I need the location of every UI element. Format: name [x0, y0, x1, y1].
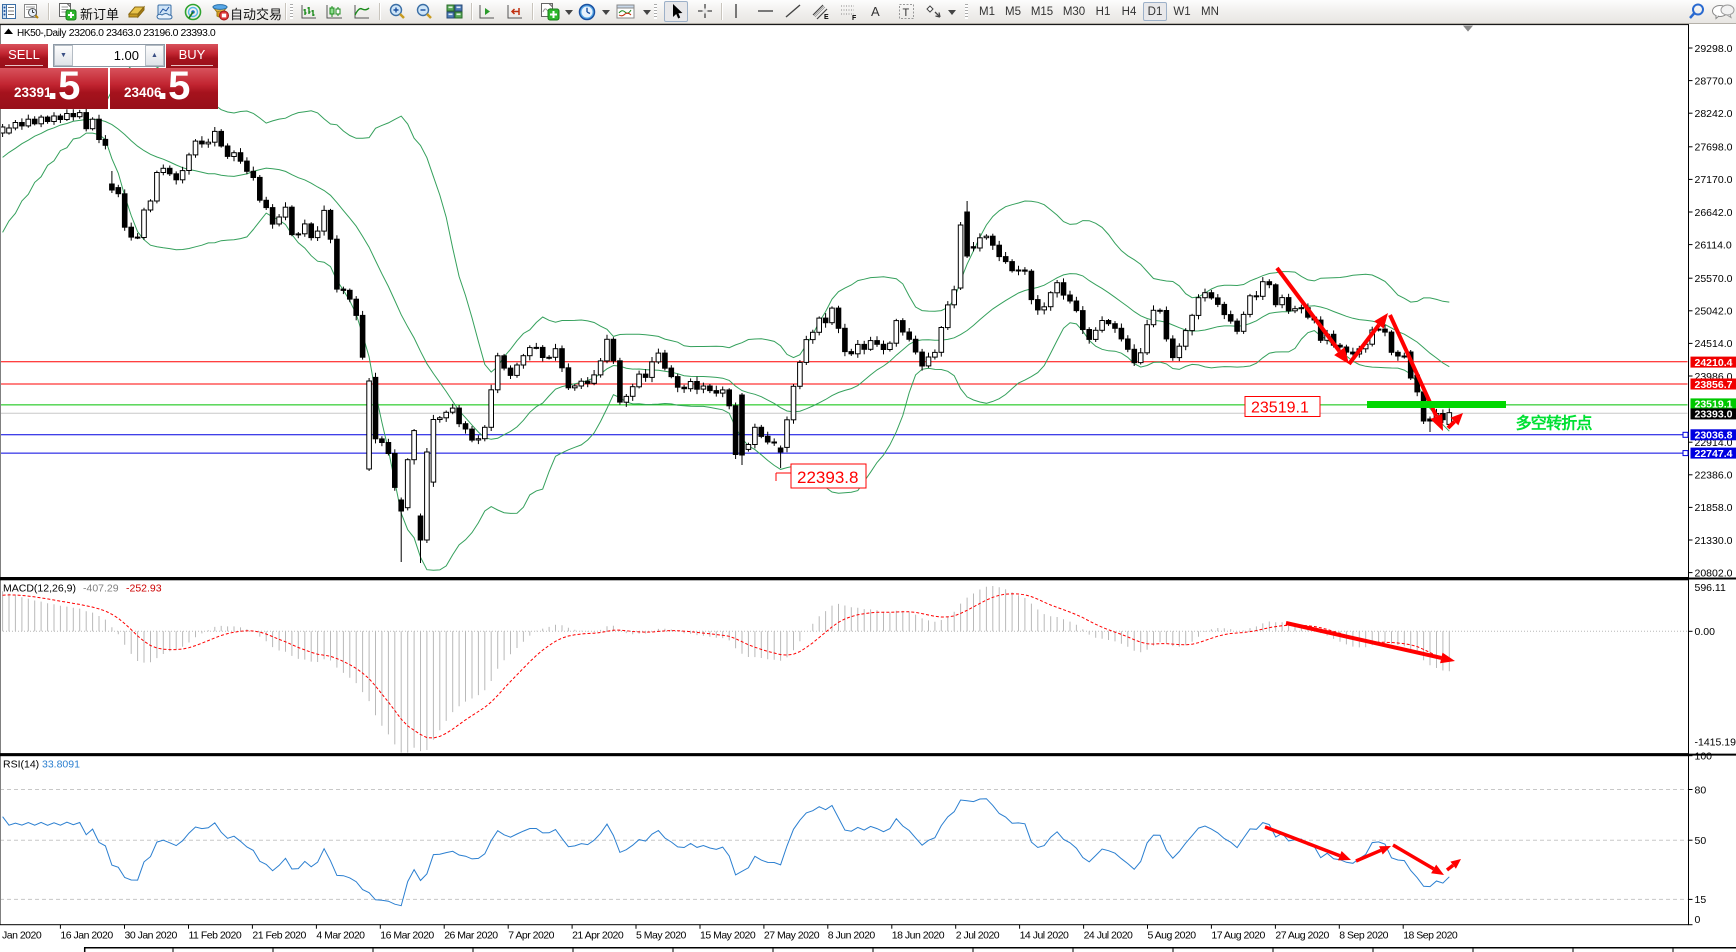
svg-text:23519.1: 23519.1 — [1695, 399, 1733, 411]
svg-text:-1415.19: -1415.19 — [1695, 737, 1736, 749]
svg-text:26114.0: 26114.0 — [1695, 239, 1732, 251]
svg-text:RSI(14): RSI(14) — [3, 759, 39, 771]
svg-text:18 Jun 2020: 18 Jun 2020 — [892, 930, 945, 942]
svg-text:-407.29: -407.29 — [83, 583, 119, 595]
svg-text:多空转折点: 多空转折点 — [1516, 414, 1593, 433]
svg-text:F: F — [852, 15, 857, 21]
svg-text:15: 15 — [1695, 894, 1707, 906]
svg-text:26 Mar 2020: 26 Mar 2020 — [444, 930, 498, 942]
svg-text:23036.8: 23036.8 — [1695, 430, 1733, 442]
svg-text:26642.0: 26642.0 — [1695, 207, 1733, 219]
svg-text:27 Aug 2020: 27 Aug 2020 — [1275, 930, 1329, 942]
svg-text:8 Jun 2020: 8 Jun 2020 — [828, 930, 876, 942]
svg-text:100: 100 — [1695, 751, 1713, 763]
svg-text:28242.0: 28242.0 — [1695, 108, 1733, 120]
svg-text:23206.0 23463.0 23196.0 23393.: 23206.0 23463.0 23196.0 23393.0 — [69, 27, 216, 39]
svg-text:28770.0: 28770.0 — [1695, 75, 1733, 87]
svg-text:23393.0: 23393.0 — [1695, 409, 1733, 421]
svg-text:A: A — [871, 4, 880, 19]
svg-text:30 Jan 2020: 30 Jan 2020 — [125, 930, 178, 942]
svg-text:MACD(12,26,9): MACD(12,26,9) — [3, 583, 76, 595]
svg-text:14 Jul 2020: 14 Jul 2020 — [1020, 930, 1069, 942]
svg-text:33.8091: 33.8091 — [42, 759, 80, 771]
svg-text:0: 0 — [1695, 914, 1701, 926]
svg-text:4 Mar 2020: 4 Mar 2020 — [316, 930, 365, 942]
svg-text:22386.0: 22386.0 — [1695, 470, 1733, 482]
svg-text:T: T — [903, 7, 910, 19]
svg-text:23856.7: 23856.7 — [1695, 379, 1733, 391]
svg-text:16 Jan 2020: 16 Jan 2020 — [60, 930, 113, 942]
svg-text:Jan 2020: Jan 2020 — [2, 930, 42, 942]
svg-text:18 Sep 2020: 18 Sep 2020 — [1403, 930, 1458, 942]
svg-text:15 May 2020: 15 May 2020 — [700, 930, 756, 942]
svg-text:5 May 2020: 5 May 2020 — [636, 930, 687, 942]
svg-text:0.00: 0.00 — [1695, 626, 1716, 638]
svg-text:22393.8: 22393.8 — [797, 468, 858, 487]
svg-text:27 May 2020: 27 May 2020 — [764, 930, 820, 942]
svg-text:27170.0: 27170.0 — [1695, 174, 1733, 186]
svg-text:-252.93: -252.93 — [126, 583, 162, 595]
svg-text:29298.0: 29298.0 — [1695, 43, 1733, 55]
svg-text:596.11: 596.11 — [1695, 582, 1726, 594]
svg-text:E: E — [824, 14, 829, 21]
svg-text:25042.0: 25042.0 — [1695, 306, 1733, 318]
svg-text:8 Sep 2020: 8 Sep 2020 — [1339, 930, 1388, 942]
svg-text:50: 50 — [1695, 835, 1707, 847]
svg-text:21330.0: 21330.0 — [1695, 535, 1733, 547]
svg-text:24 Jul 2020: 24 Jul 2020 — [1084, 930, 1133, 942]
svg-text:16 Mar 2020: 16 Mar 2020 — [380, 930, 434, 942]
svg-text:21858.0: 21858.0 — [1695, 502, 1733, 514]
svg-text:11 Feb 2020: 11 Feb 2020 — [189, 930, 242, 942]
svg-text:21 Apr 2020: 21 Apr 2020 — [572, 930, 624, 942]
svg-text:5 Aug 2020: 5 Aug 2020 — [1148, 930, 1197, 942]
svg-text:80: 80 — [1695, 784, 1707, 796]
svg-text:7 Apr 2020: 7 Apr 2020 — [508, 930, 554, 942]
svg-text:2 Jul 2020: 2 Jul 2020 — [956, 930, 1000, 942]
svg-text:24514.0: 24514.0 — [1695, 338, 1733, 350]
svg-text:25570.0: 25570.0 — [1695, 273, 1733, 285]
svg-text:24210.4: 24210.4 — [1695, 357, 1733, 369]
svg-text:22747.4: 22747.4 — [1695, 448, 1733, 460]
svg-text:HK50-,Daily: HK50-,Daily — [17, 28, 66, 39]
svg-text:17 Aug 2020: 17 Aug 2020 — [1211, 930, 1265, 942]
svg-text:23519.1: 23519.1 — [1251, 400, 1309, 417]
svg-text:21 Feb 2020: 21 Feb 2020 — [252, 930, 306, 942]
svg-text:20802.0: 20802.0 — [1695, 567, 1733, 579]
svg-text:27698.0: 27698.0 — [1695, 142, 1733, 154]
